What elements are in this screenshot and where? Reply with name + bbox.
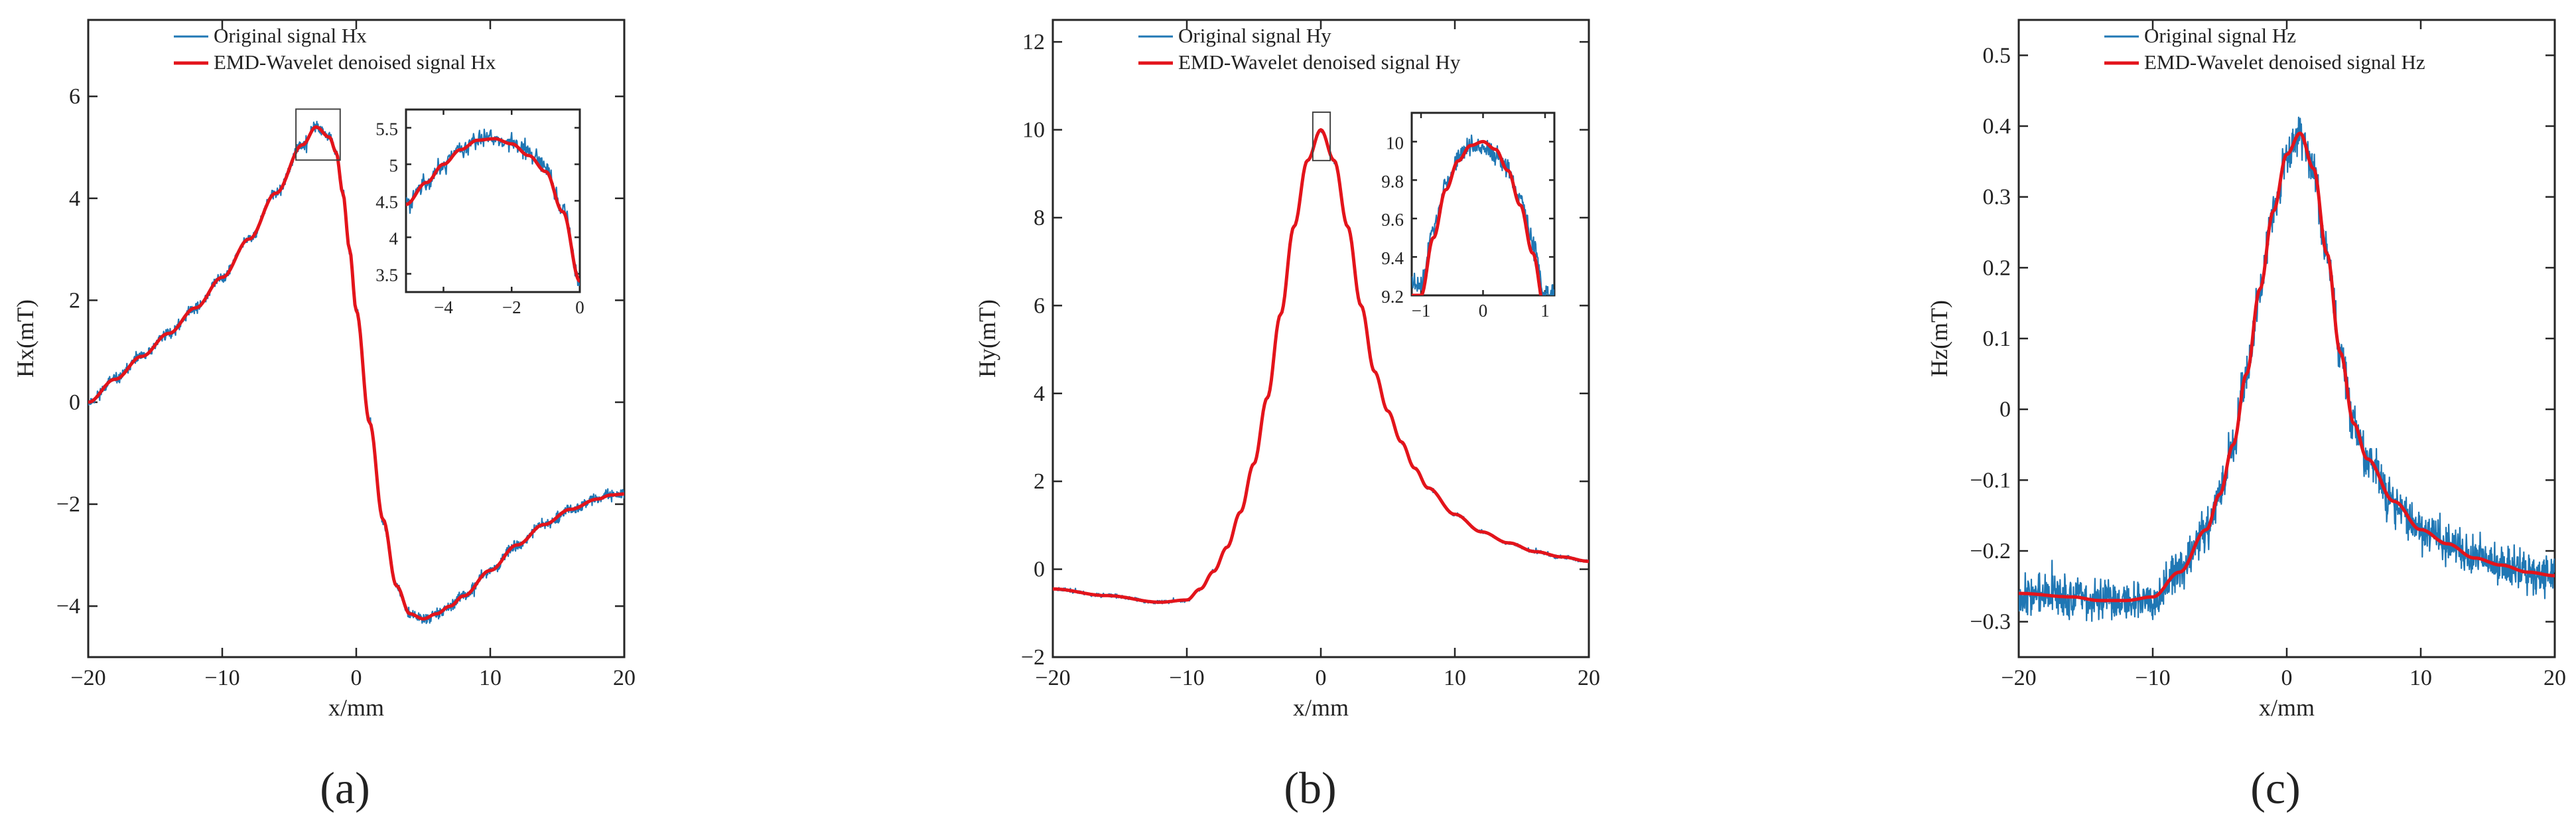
panel-b-denoised-signal-line <box>1053 128 1589 604</box>
panel-a-y-axis-title: Hx(mT) <box>12 299 38 378</box>
panel-a-inset-xtick-label: −2 <box>502 297 521 317</box>
panel-b-inset-original-signal-line <box>1412 134 1554 295</box>
panel-c-ytick-label: 0.4 <box>1983 114 2011 139</box>
panel-b-inset-xtick-label: 0 <box>1479 301 1488 321</box>
panel-b-inset-ytick-label: 9.4 <box>1381 248 1404 268</box>
panel-label-c: (c) <box>2250 763 2300 813</box>
panel-b-ytick-label: 12 <box>1022 30 1045 54</box>
panel-c-ytick-label: 0.5 <box>1983 43 2011 68</box>
panel-a-xtick-label: −20 <box>70 666 105 690</box>
panel-a-xtick-label: −10 <box>204 666 239 690</box>
panel-a-inset: −4 −2 0 3.5 4 4.5 5 5.5 <box>375 108 584 317</box>
chart-panel-c: −20 −10 0 10 20 −0.3 −0.2 −0.1 0 0.1 0.2 0.3 0.4 0.5 x… <box>1926 19 2566 721</box>
panel-c-xtick-label: −10 <box>2135 666 2170 690</box>
panel-b-ytick-label: −2 <box>1021 645 1045 670</box>
panel-label-b: (b) <box>1284 763 1336 813</box>
panel-c-ytick-label: 0.3 <box>1983 185 2011 210</box>
panel-c-xtick-label: 0 <box>2281 666 2293 690</box>
panel-b-inset: −1 0 1 9.2 9.4 9.6 9.8 10 <box>1381 112 1556 321</box>
panel-a-zoom-box <box>295 108 341 161</box>
panel-b-xtick-label: 10 <box>1444 666 1466 690</box>
panel-a-xtick-label: 0 <box>351 666 362 690</box>
panel-a-inset-ytick-label: 4.5 <box>375 192 398 212</box>
panel-b-inset-ytick-label: 9.8 <box>1381 171 1404 191</box>
panel-a-xtick-label: 10 <box>479 666 502 690</box>
panel-a-inset-ytick-label: 5.5 <box>375 119 398 139</box>
panel-b-y-axis-title: Hy(mT) <box>974 299 1000 378</box>
panel-c-x-axis-title: x/mm <box>2259 694 2315 721</box>
panel-b-ytick-label: 0 <box>1034 558 1045 582</box>
panel-c-legend-label-denoised: EMD-Wavelet denoised signal Hz <box>2144 50 2425 74</box>
panel-c-xtick-label: 10 <box>2409 666 2432 690</box>
panel-c-denoised-signal-line <box>2019 131 2555 603</box>
panel-a-inset-xtick-label: 0 <box>575 297 584 317</box>
panel-b-zoom-box <box>1312 112 1331 161</box>
panel-a-inset-denoised-signal-line <box>406 137 580 283</box>
chart-panel-b: −20 −10 0 10 20−2024681012x/mmHy(mT)Original… <box>974 19 1600 721</box>
panel-c-ytick-label: 0 <box>2000 398 2011 422</box>
panel-a-inset-ytick-label: 5 <box>389 156 399 176</box>
panel-a-denoised-signal-line <box>88 125 624 621</box>
panel-b-inset-ytick-label: 9.2 <box>1381 287 1404 307</box>
panel-a-inset-ytick-label: 3.5 <box>375 265 398 285</box>
panel-b-xtick-label: −20 <box>1035 666 1070 690</box>
panel-c-y-axis-title: Hz(mT) <box>1926 300 1952 377</box>
panel-c-ytick-label: −0.3 <box>1970 610 2011 635</box>
panel-b-inset-xtick-label: −1 <box>1412 301 1431 321</box>
panel-b-xtick-label: 0 <box>1316 666 1327 690</box>
panel-label-a: (a) <box>320 763 370 813</box>
panel-a-ytick-label: −4 <box>56 594 80 619</box>
panel-c-ytick-label: 0.1 <box>1983 327 2011 351</box>
panel-c-original-signal-line <box>2019 116 2555 622</box>
panel-b-legend-label-denoised: EMD-Wavelet denoised signal Hy <box>1178 50 1461 74</box>
panel-b-xtick-label: 20 <box>1578 666 1600 690</box>
panel-b-ytick-label: 4 <box>1034 382 1045 406</box>
panel-b-ytick-label: 8 <box>1034 206 1045 230</box>
panel-b-ytick-label: 2 <box>1034 469 1045 494</box>
panel-b-ytick-label: 10 <box>1022 118 1045 143</box>
panel-a-xtick-label: 20 <box>613 666 636 690</box>
panel-a-ytick-label: 4 <box>69 187 80 211</box>
panel-a-ytick-label: 2 <box>69 288 80 313</box>
panel-a-legend-label-denoised: EMD-Wavelet denoised signal Hx <box>214 50 496 74</box>
panel-c-ytick-label: −0.1 <box>1970 468 2011 492</box>
panel-b-inset-ytick-label: 10 <box>1386 133 1404 153</box>
panel-b-x-axis-title: x/mm <box>1293 694 1349 721</box>
panel-a-ytick-label: −2 <box>56 492 80 517</box>
panel-b-inset-xtick-label: 1 <box>1540 301 1550 321</box>
panel-b-inset-denoised-signal-line <box>1412 139 1543 295</box>
panel-a-ytick-label: 6 <box>69 84 80 109</box>
panel-a-inset-ytick-label: 4 <box>389 229 399 249</box>
panel-b-ytick-label: 6 <box>1034 293 1045 318</box>
panel-c-ytick-label: −0.2 <box>1970 539 2011 564</box>
panel-b-xtick-label: −10 <box>1169 666 1204 690</box>
panel-a-legend-label-original: Original signal Hx <box>214 24 367 47</box>
panel-a-inset-axes-frame <box>405 108 581 293</box>
panel-c-xtick-label: 20 <box>2543 666 2566 690</box>
panel-c-legend-label-original: Original signal Hz <box>2144 24 2296 47</box>
panel-c-xtick-label: −20 <box>2001 666 2036 690</box>
panel-a-x-axis-title: x/mm <box>328 694 384 721</box>
panel-b-inset-ytick-label: 9.6 <box>1381 210 1404 230</box>
panel-c-ytick-label: 0.2 <box>1983 256 2011 280</box>
panel-b-legend-label-original: Original signal Hy <box>1178 24 1331 47</box>
panel-a-inset-xtick-label: −4 <box>434 297 453 317</box>
panel-a-ytick-label: 0 <box>69 390 80 415</box>
